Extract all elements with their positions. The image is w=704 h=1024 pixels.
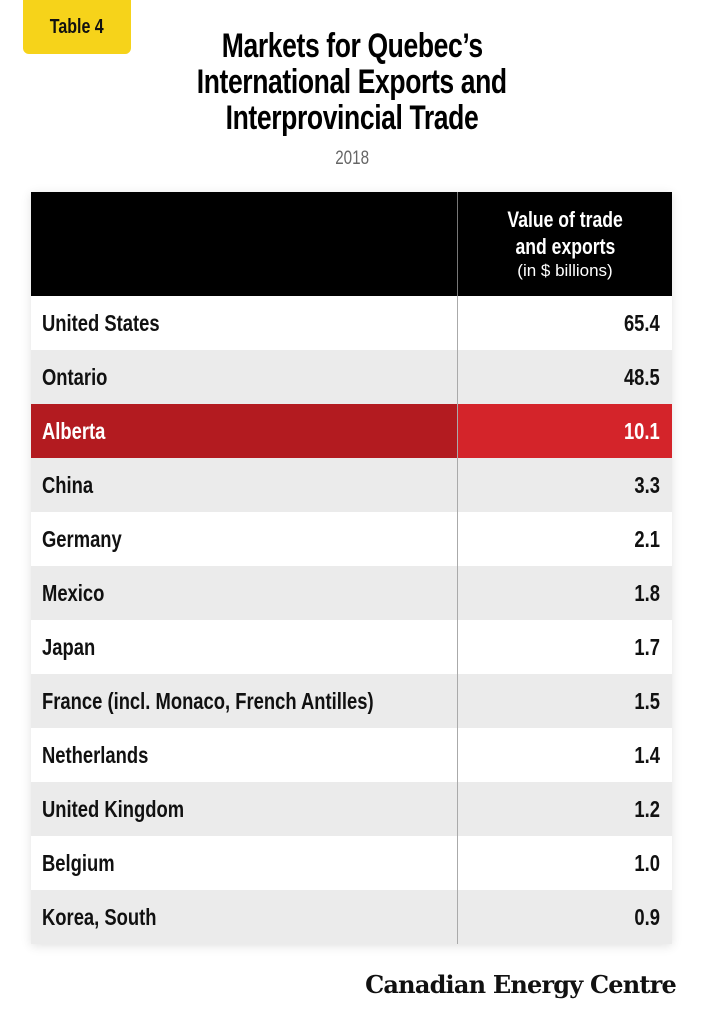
trade-value: 1.8	[634, 579, 660, 606]
market-label: France (incl. Monaco, French Antilles)	[42, 687, 374, 714]
year-subtitle: 2018	[0, 148, 704, 170]
market-cell: Korea, South	[31, 890, 458, 944]
trade-table: Value of trade and exports (in $ billion…	[31, 192, 672, 944]
table-row: United States 65.4	[31, 296, 672, 350]
value-cell: 2.1	[458, 512, 672, 566]
table-row: Japan 1.7	[31, 620, 672, 674]
market-label: Mexico	[42, 579, 105, 606]
table-number-badge: Table 4	[23, 0, 131, 54]
market-label: Germany	[42, 525, 122, 552]
table-row: Korea, South 0.9	[31, 890, 672, 944]
market-cell: United Kingdom	[31, 782, 458, 836]
market-label: Netherlands	[42, 741, 149, 768]
trade-value: 1.7	[634, 633, 660, 660]
market-label: Ontario	[42, 363, 108, 390]
header-cell-market	[31, 192, 458, 296]
trade-value: 3.3	[634, 471, 660, 498]
market-cell: Ontario	[31, 350, 458, 404]
table-row: Germany 2.1	[31, 512, 672, 566]
table-row: Alberta 10.1	[31, 404, 672, 458]
value-cell: 10.1	[458, 404, 672, 458]
market-label: United States	[42, 309, 160, 336]
trade-value: 10.1	[624, 417, 660, 444]
table-row: France (incl. Monaco, French Antilles) 1.…	[31, 674, 672, 728]
trade-value: 48.5	[624, 363, 660, 390]
header-unit: (in $ billions)	[517, 261, 613, 280]
page-title: Markets for Quebec’s International Expor…	[0, 28, 704, 136]
trade-value: 1.4	[634, 741, 660, 768]
value-cell: 0.9	[458, 890, 672, 944]
market-cell: United States	[31, 296, 458, 350]
market-cell: Japan	[31, 620, 458, 674]
value-cell: 48.5	[458, 350, 672, 404]
header-line: and exports	[515, 234, 615, 259]
table-body: United States 65.4 Ontario 48.5 Alberta 10.1 C…	[31, 296, 672, 944]
year-text: 2018	[335, 148, 369, 169]
value-cell: 1.0	[458, 836, 672, 890]
table-row: Mexico 1.8	[31, 566, 672, 620]
value-cell: 1.8	[458, 566, 672, 620]
value-cell: 1.5	[458, 674, 672, 728]
table-row: China 3.3	[31, 458, 672, 512]
trade-value: 2.1	[634, 525, 660, 552]
canadian-energy-centre-logo: Canadian Energy Centre	[365, 970, 677, 999]
title-line: Markets for Quebec’s	[221, 27, 483, 65]
title-line: Interprovincial Trade	[225, 99, 479, 137]
header-line: Value of trade	[507, 207, 623, 232]
market-label: United Kingdom	[42, 795, 185, 822]
title-line: International Exports and	[196, 63, 507, 101]
trade-value: 0.9	[634, 903, 660, 930]
table-row: Belgium 1.0	[31, 836, 672, 890]
table-row: Netherlands 1.4	[31, 728, 672, 782]
badge-label: Table 4	[50, 15, 104, 38]
value-cell: 1.4	[458, 728, 672, 782]
market-label: Alberta	[42, 417, 106, 444]
value-cell: 1.7	[458, 620, 672, 674]
market-label: Japan	[42, 633, 96, 660]
value-cell: 1.2	[458, 782, 672, 836]
market-cell: France (incl. Monaco, French Antilles)	[31, 674, 458, 728]
trade-value: 65.4	[624, 309, 660, 336]
value-cell: 65.4	[458, 296, 672, 350]
table-header: Value of trade and exports (in $ billion…	[31, 192, 672, 296]
market-cell: Alberta	[31, 404, 458, 458]
header-cell-value: Value of trade and exports (in $ billion…	[458, 192, 672, 296]
market-label: China	[42, 471, 94, 498]
market-label: Korea, South	[42, 903, 157, 930]
table-row: United Kingdom 1.2	[31, 782, 672, 836]
market-cell: China	[31, 458, 458, 512]
trade-value: 1.5	[634, 687, 660, 714]
market-cell: Mexico	[31, 566, 458, 620]
market-cell: Belgium	[31, 836, 458, 890]
market-cell: Netherlands	[31, 728, 458, 782]
trade-value: 1.0	[634, 849, 660, 876]
trade-value: 1.2	[634, 795, 660, 822]
table-row: Ontario 48.5	[31, 350, 672, 404]
value-cell: 3.3	[458, 458, 672, 512]
market-label: Belgium	[42, 849, 115, 876]
market-cell: Germany	[31, 512, 458, 566]
